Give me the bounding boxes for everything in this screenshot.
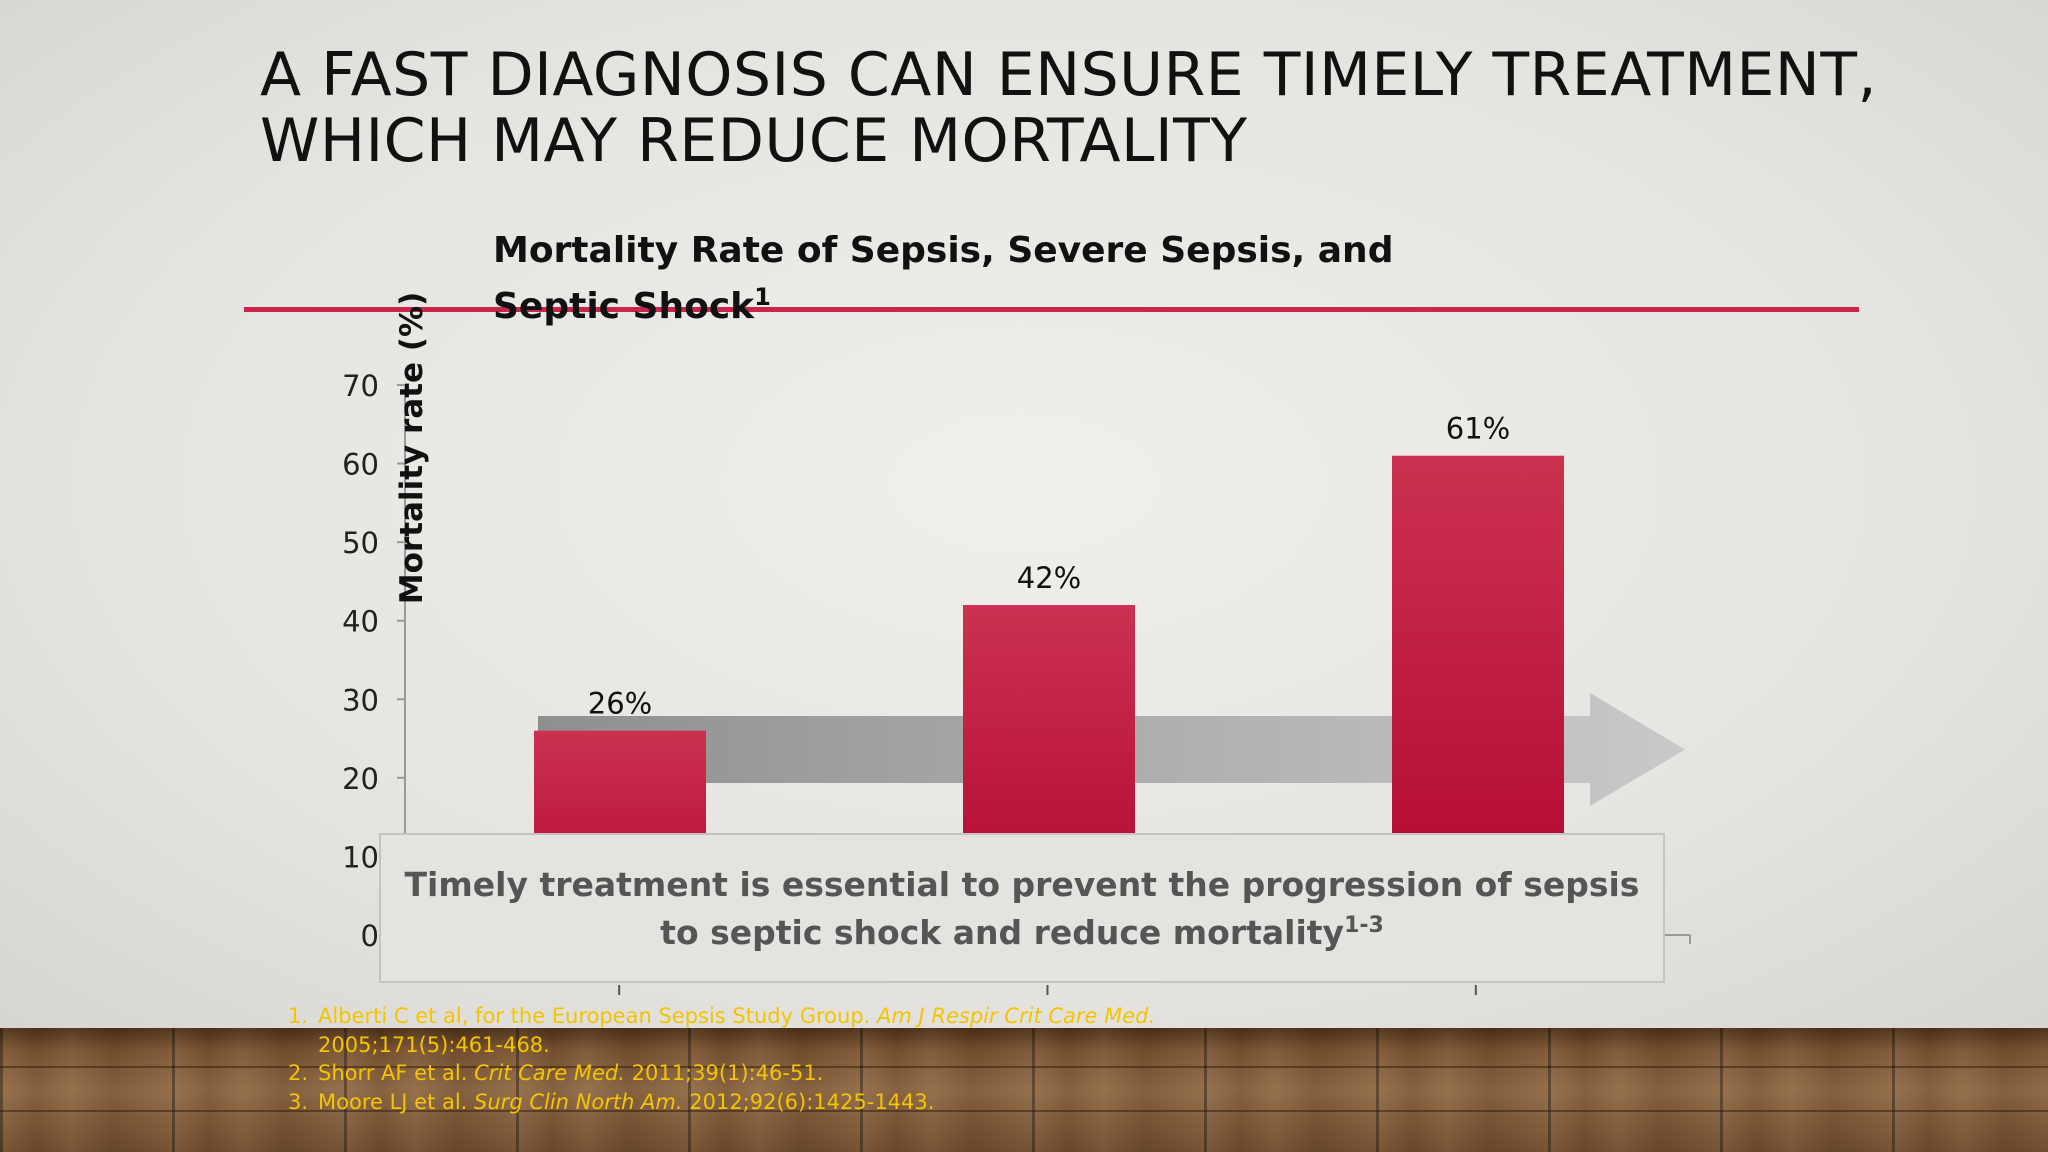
- reference-item: 3. Moore LJ et al. Surg Clin North Am. 2…: [288, 1088, 1288, 1117]
- y-tick-label: 20: [342, 762, 379, 796]
- reference-citation: 2011;39(1):46-51.: [624, 1061, 824, 1085]
- callout-text: Timely treatment is essential to prevent…: [402, 864, 1642, 953]
- reference-text: Moore LJ et al. Surg Clin North Am. 2012…: [318, 1088, 934, 1117]
- floor-board-seam: [0, 1110, 2048, 1112]
- reference-number: 3.: [288, 1089, 309, 1114]
- reference-journal: Am J Respir Crit Care Med.: [877, 1004, 1156, 1028]
- slide-title-line-2: WHICH MAY REDUCE MORTALITY: [260, 106, 1248, 176]
- reference-authors: Shorr AF et al.: [318, 1061, 475, 1085]
- bar-data-label: 42%: [1017, 561, 1081, 595]
- reference-number: 2.: [288, 1061, 309, 1085]
- chart-title: Mortality Rate of Sepsis, Severe Sepsis,…: [493, 228, 1453, 330]
- reference-number: 1.: [288, 1004, 309, 1028]
- reference-journal: Surg Clin North Am.: [474, 1089, 683, 1114]
- callout-footnote: 1-3: [1344, 912, 1384, 938]
- y-tick-label: 60: [342, 448, 379, 482]
- y-tick-label: 50: [342, 526, 379, 560]
- chart-title-footnote: 1: [754, 283, 771, 311]
- y-tick-label: 70: [342, 369, 379, 403]
- references-list: 1. Alberti C et al, for the European Sep…: [288, 1002, 1288, 1116]
- chart-title-text: Mortality Rate of Sepsis, Severe Sepsis,…: [493, 230, 1394, 327]
- reference-text: Alberti C et al, for the European Sepsis…: [318, 1002, 1288, 1059]
- reference-authors: Moore LJ et al.: [318, 1089, 475, 1114]
- reference-citation: 2005;171(5):461-468.: [318, 1032, 550, 1057]
- y-tick-label: 10: [342, 840, 379, 874]
- y-tick-label: 40: [342, 605, 379, 639]
- reference-text: Shorr AF et al. Crit Care Med. 2011;39(1…: [318, 1059, 823, 1088]
- reference-authors: Alberti C et al, for the European Sepsis…: [318, 1004, 878, 1028]
- reference-citation: 2012;92(6):1425-1443.: [682, 1089, 935, 1114]
- y-axis-label: Mortality rate (%): [394, 292, 430, 604]
- slide-title: A FAST DIAGNOSIS CAN ENSURE TIMELY TREAT…: [260, 40, 1878, 176]
- reference-journal: Crit Care Med.: [474, 1061, 625, 1085]
- callout-main-text: Timely treatment is essential to prevent…: [404, 864, 1640, 952]
- reference-item: 2. Shorr AF et al. Crit Care Med. 2011;3…: [288, 1059, 1288, 1088]
- bar-data-label: 26%: [588, 687, 652, 721]
- reference-item: 1. Alberti C et al, for the European Sep…: [288, 1002, 1288, 1059]
- floor-board-seam: [0, 1066, 2048, 1068]
- wood-floor-background: [0, 1028, 2048, 1152]
- callout-box: Timely treatment is essential to prevent…: [379, 833, 1665, 983]
- slide-title-line-1: A FAST DIAGNOSIS CAN ENSURE TIMELY TREAT…: [260, 40, 1878, 110]
- y-tick-label: 30: [342, 683, 379, 717]
- accent-rule: [244, 307, 1859, 312]
- y-tick-label: 0: [361, 919, 379, 953]
- bar-data-label: 61%: [1446, 412, 1510, 446]
